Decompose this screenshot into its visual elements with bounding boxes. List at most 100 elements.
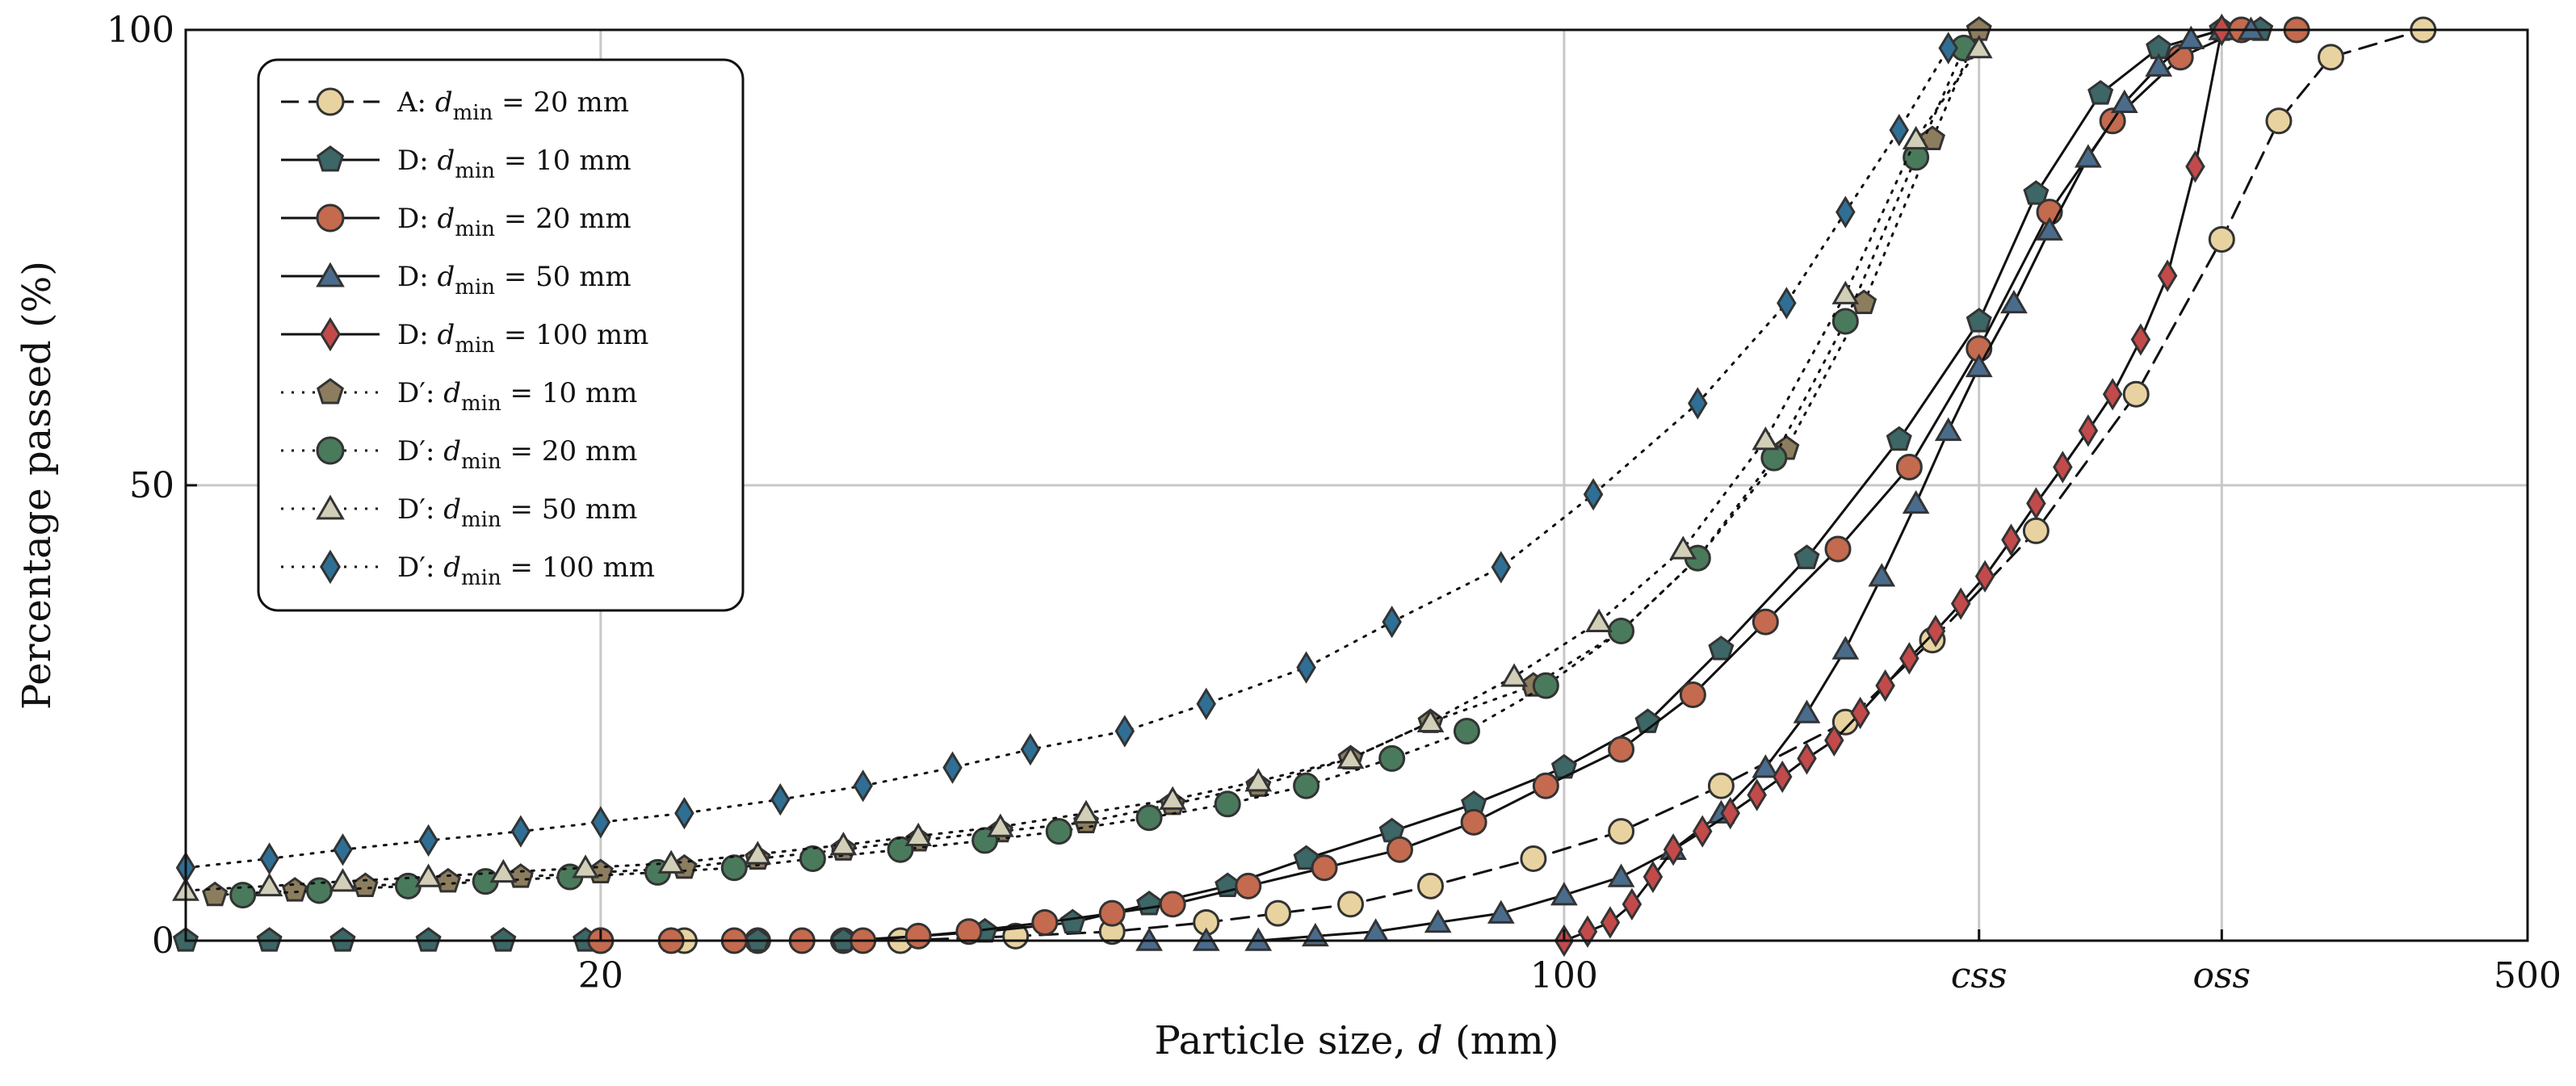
data-point — [1293, 772, 1320, 799]
x-tick-label: oss — [2192, 955, 2251, 996]
data-point — [333, 833, 353, 866]
data-point — [1720, 796, 1740, 830]
legend-label: A: dmin = 20 mm — [396, 86, 629, 125]
data-point — [1500, 663, 1528, 687]
data-point — [1196, 687, 1216, 720]
data-point — [1934, 417, 1962, 442]
axis-ticks: 20 100 css oss 500 0 50 100 — [107, 10, 2561, 996]
data-point — [1777, 287, 1797, 320]
data-point — [1889, 113, 1910, 147]
data-point — [1752, 754, 1780, 778]
data-point — [1114, 715, 1135, 748]
series-line — [184, 47, 1950, 870]
x-tick-label: 20 — [578, 955, 623, 996]
data-point — [1135, 804, 1163, 832]
data-point — [1899, 642, 1919, 675]
data-point — [1386, 836, 1413, 863]
legend-box — [257, 58, 745, 612]
data-point — [904, 922, 932, 950]
data-point — [1850, 696, 1870, 730]
data-point — [829, 832, 858, 856]
data-point — [1532, 672, 1559, 699]
data-point — [1634, 708, 1661, 733]
data-point — [1136, 891, 1163, 916]
data-point — [1020, 732, 1041, 766]
data-point — [2036, 216, 2063, 241]
data-point — [572, 854, 599, 878]
data-point — [1520, 845, 1547, 872]
data-point — [1902, 125, 1930, 150]
data-point — [1902, 490, 1930, 514]
data-point — [1577, 915, 1598, 948]
legend-label: D′: dmin = 20 mm — [397, 435, 637, 474]
data-point — [510, 815, 531, 848]
data-point — [1974, 560, 1995, 593]
data-point — [2265, 107, 2293, 135]
data-point — [1965, 35, 1993, 59]
data-point — [1886, 426, 1912, 451]
legend-marker — [320, 317, 341, 352]
legend-entry: A: dmin = 20 mm — [281, 86, 629, 125]
data-point — [1550, 882, 1578, 906]
data-point — [2130, 323, 2151, 356]
series-5 — [1554, 13, 2232, 958]
data-point — [2022, 517, 2049, 544]
data-point — [1583, 478, 1604, 511]
data-point — [352, 872, 379, 897]
data-point — [1453, 718, 1480, 745]
y-tick-label: 50 — [129, 465, 174, 506]
y-tick-label: 0 — [152, 920, 174, 962]
data-point — [1950, 587, 1971, 620]
data-point — [1692, 815, 1713, 848]
data-point — [2087, 80, 2114, 105]
legend-marker — [317, 145, 344, 172]
data-point — [1824, 535, 1852, 563]
data-point — [2102, 378, 2123, 411]
data-point — [2185, 150, 2205, 183]
legend: A: dmin = 20 mm D: dmin = 10 mm D: dmin = … — [257, 58, 745, 612]
legend-marker — [316, 87, 345, 116]
data-point — [414, 863, 443, 887]
x-axis-label-var: d — [1418, 1018, 1443, 1063]
data-point — [1772, 760, 1793, 794]
data-point — [1159, 891, 1186, 918]
data-point — [1336, 744, 1365, 769]
data-point — [1244, 768, 1273, 792]
x-axis-label: Particle size, d (mm) — [1155, 1018, 1559, 1063]
data-point — [1416, 708, 1445, 733]
data-point — [1416, 872, 1444, 899]
data-point — [2145, 52, 2173, 77]
data-point — [1532, 772, 1559, 799]
x-axis-label-unit: (mm) — [1443, 1018, 1559, 1063]
legend-label: D: dmin = 100 mm — [397, 319, 648, 358]
data-point — [1688, 387, 1708, 420]
data-point — [2053, 451, 2073, 484]
data-point — [1797, 742, 1817, 775]
data-point — [1868, 563, 1896, 587]
data-point — [2001, 523, 2021, 556]
data-point — [2122, 380, 2150, 408]
data-point — [1214, 790, 1241, 818]
legend-label: D′: dmin = 10 mm — [397, 377, 637, 416]
legend-entry: D: dmin = 100 mm — [281, 317, 648, 358]
data-point — [1378, 744, 1406, 772]
data-point — [229, 882, 257, 909]
data-point — [674, 796, 694, 830]
x-axis-label-text: Particle size, — [1155, 1018, 1418, 1063]
data-point — [2317, 44, 2344, 71]
data-point — [1460, 808, 1487, 836]
data-point — [1875, 669, 1895, 702]
data-point — [1707, 772, 1735, 799]
data-point — [2026, 487, 2046, 520]
data-point — [1296, 651, 1316, 684]
data-point — [1159, 786, 1187, 810]
data-point — [1382, 606, 1402, 639]
data-point — [1938, 31, 1958, 65]
legend-entry: D′: dmin = 100 mm — [281, 549, 655, 590]
data-point — [1895, 453, 1923, 480]
data-point — [942, 751, 963, 784]
data-point — [744, 841, 772, 865]
data-point — [2208, 225, 2235, 253]
data-point — [202, 881, 229, 907]
legend-entry: D′: dmin = 20 mm — [281, 435, 637, 474]
